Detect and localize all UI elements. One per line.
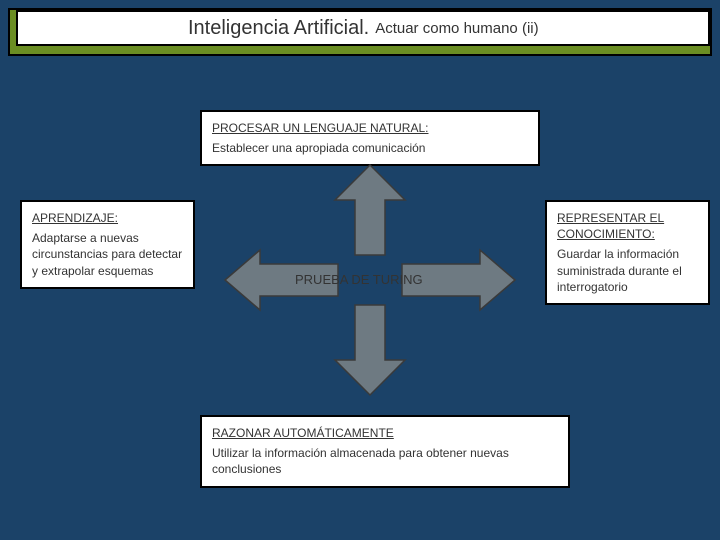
page-title-sub: Actuar como humano (ii) (375, 20, 538, 37)
box-bottom: RAZONAR AUTOMÁTICAMENTE Utilizar la info… (200, 415, 570, 488)
box-right: REPRESENTAR EL CONOCIMIENTO: Guardar la … (545, 200, 710, 305)
box-right-title: REPRESENTAR EL CONOCIMIENTO: (557, 210, 698, 242)
title-overlay: Inteligencia Artificial. Actuar como hum… (16, 10, 710, 46)
box-bottom-text: Utilizar la información almacenada para … (212, 445, 558, 477)
box-top-title: PROCESAR UN LENGUAJE NATURAL: (212, 120, 528, 136)
box-top: PROCESAR UN LENGUAJE NATURAL: Establecer… (200, 110, 540, 166)
center-label: PRUEBA DE TURING (295, 272, 423, 287)
box-left-title: APRENDIZAJE: (32, 210, 183, 226)
title-bar: Inteligencia Artificial. Actuar como hum… (8, 8, 712, 56)
box-top-text: Establecer una apropiada comunicación (212, 140, 528, 156)
box-bottom-title: RAZONAR AUTOMÁTICAMENTE (212, 425, 558, 441)
box-left: APRENDIZAJE: Adaptarse a nuevas circunst… (20, 200, 195, 289)
box-left-text: Adaptarse a nuevas circunstancias para d… (32, 230, 183, 279)
box-right-text: Guardar la información suministrada dura… (557, 246, 698, 295)
page-title-main: Inteligencia Artificial. (188, 17, 369, 40)
